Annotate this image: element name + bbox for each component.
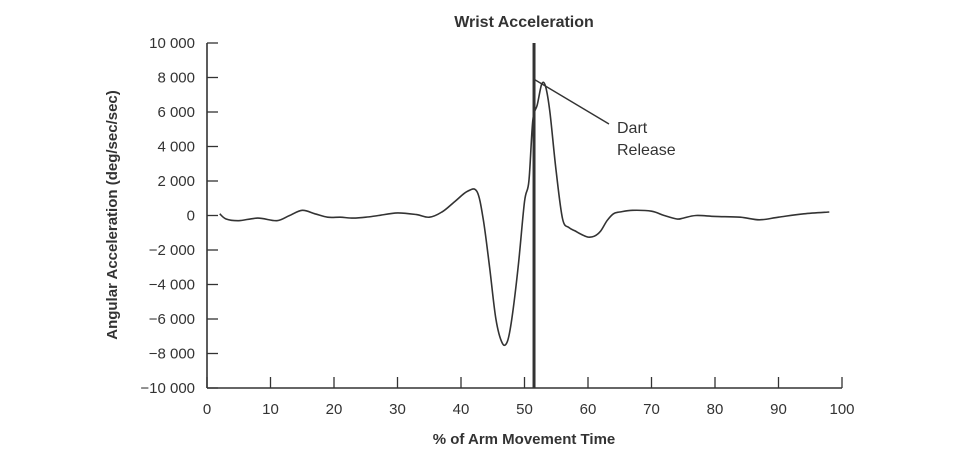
plot-area bbox=[219, 43, 830, 388]
y-tick-label: 2 000 bbox=[157, 173, 195, 190]
y-tick-label: −8 000 bbox=[149, 346, 195, 363]
annotation-line-1: Dart bbox=[617, 120, 648, 137]
chart-title: Wrist Acceleration bbox=[454, 14, 594, 31]
x-tick-label: 40 bbox=[453, 401, 470, 418]
axes bbox=[206, 43, 842, 389]
y-tick-label: −10 000 bbox=[140, 380, 195, 397]
y-tick-label: 0 bbox=[187, 208, 195, 225]
y-axis-ticks: 10 000 8 000 6 000 4 000 2 000 0 −2 000 −4 000 −… bbox=[140, 35, 218, 397]
y-tick-label: −2 000 bbox=[149, 242, 195, 259]
x-tick-label: 20 bbox=[326, 401, 343, 418]
x-tick-label: 90 bbox=[770, 401, 787, 418]
x-axis-ticks: 0 10 20 30 40 50 60 70 80 90 100 bbox=[203, 377, 855, 418]
y-tick-label: 4 000 bbox=[157, 139, 195, 156]
x-tick-label: 30 bbox=[389, 401, 406, 418]
annotation-leader-line bbox=[533, 78, 610, 125]
y-axis-label: Angular Acceleration (deg/sec/sec) bbox=[104, 90, 121, 340]
y-tick-label: −4 000 bbox=[149, 277, 195, 294]
x-tick-label: 50 bbox=[516, 401, 533, 418]
y-tick-label: 6 000 bbox=[157, 104, 195, 121]
x-tick-label: 0 bbox=[203, 401, 211, 418]
annotation: Dart Release bbox=[533, 78, 676, 159]
x-tick-label: 100 bbox=[829, 401, 854, 418]
x-tick-label: 60 bbox=[580, 401, 597, 418]
y-tick-label: 10 000 bbox=[149, 35, 195, 52]
x-axis-label: % of Arm Movement Time bbox=[433, 431, 616, 448]
y-tick-label: −6 000 bbox=[149, 311, 195, 328]
annotation-line-2: Release bbox=[617, 142, 676, 159]
x-tick-label: 10 bbox=[262, 401, 279, 418]
acceleration-series-line bbox=[219, 81, 830, 347]
y-tick-label: 8 000 bbox=[157, 70, 195, 87]
x-tick-label: 70 bbox=[643, 401, 660, 418]
x-tick-label: 80 bbox=[707, 401, 724, 418]
